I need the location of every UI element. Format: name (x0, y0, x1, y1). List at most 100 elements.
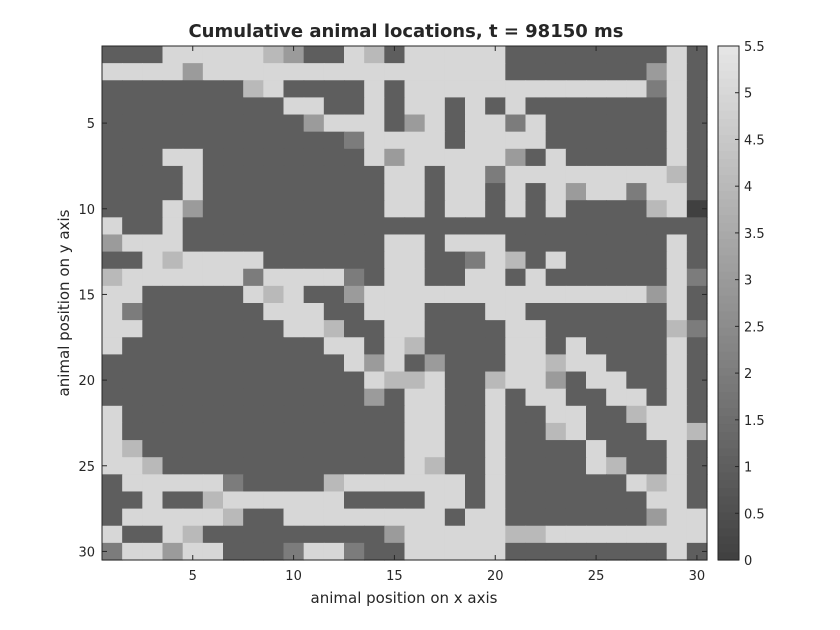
heatmap-cell (323, 268, 345, 287)
heatmap-cell (505, 422, 527, 441)
heatmap-cell (465, 440, 486, 458)
colorbar-segment (718, 431, 739, 441)
heatmap-cell (223, 457, 244, 475)
heatmap-cell (586, 474, 607, 493)
heatmap-cell (263, 183, 285, 201)
heatmap-cell (202, 388, 224, 407)
heatmap-cell (384, 508, 406, 527)
heatmap-cell (545, 131, 567, 150)
heatmap-cell (364, 337, 385, 355)
heatmap-cell (646, 131, 668, 150)
heatmap-cell (666, 525, 688, 544)
heatmap-cell (586, 337, 607, 355)
colorbar-segment (718, 214, 739, 224)
colorbar-segment (718, 399, 739, 409)
heatmap-cell (525, 354, 547, 373)
heatmap-cell (202, 320, 224, 338)
heatmap-cell (263, 320, 285, 338)
heatmap-cell (223, 422, 244, 441)
colorbar-segment (718, 543, 739, 553)
heatmap-cell (102, 337, 123, 355)
heatmap-cell (646, 114, 668, 133)
colorbar-segment (718, 102, 739, 111)
heatmap-cell (122, 320, 143, 338)
heatmap-cell (384, 474, 406, 493)
heatmap-cell (303, 440, 325, 458)
heatmap-cell (263, 63, 285, 81)
heatmap-cell (646, 46, 668, 64)
colorbar-frame (717, 45, 740, 561)
heatmap-cell (384, 183, 406, 201)
heatmap-cell (263, 525, 285, 544)
heatmap-cell (263, 97, 285, 116)
heatmap-cell (626, 131, 648, 150)
heatmap-cell (686, 80, 708, 98)
heatmap-cell (565, 148, 587, 167)
heatmap-cell (102, 165, 123, 184)
heatmap-cell (263, 388, 285, 407)
heatmap-cell (626, 354, 648, 373)
heatmap-cell (444, 320, 466, 338)
heatmap-cell (344, 268, 365, 287)
heatmap-cell (364, 268, 385, 287)
heatmap-cell (202, 405, 224, 424)
heatmap-cell (404, 80, 426, 98)
heatmap-cell (323, 80, 345, 98)
heatmap-cell (444, 474, 466, 493)
heatmap-cell (263, 303, 285, 321)
heatmap-cell (626, 148, 648, 167)
heatmap-cell (666, 337, 688, 355)
heatmap-cell (323, 542, 345, 561)
heatmap-cell (485, 131, 506, 150)
heatmap-cell (223, 234, 244, 253)
heatmap-cell (444, 80, 466, 98)
heatmap-cell (142, 320, 164, 338)
heatmap-cell (142, 131, 164, 150)
heatmap-cell (444, 491, 466, 510)
heatmap-cell (364, 457, 385, 475)
heatmap-cell (364, 303, 385, 321)
heatmap-cell (606, 405, 627, 424)
heatmap-cell (444, 285, 466, 304)
heatmap-cell (122, 542, 143, 561)
heatmap-cell (586, 525, 607, 544)
heatmap-cell (202, 148, 224, 167)
heatmap-cell (122, 97, 143, 116)
heatmap-cell (666, 200, 688, 218)
heatmap-cell (202, 97, 224, 116)
heatmap-cell (384, 46, 406, 64)
x-tick-label: 30 (689, 569, 706, 584)
heatmap-cell (303, 46, 325, 64)
heatmap-cell (243, 354, 264, 373)
heatmap-cell (263, 268, 285, 287)
heatmap-cell (384, 388, 406, 407)
heatmap-cell (525, 165, 547, 184)
heatmap-cell (525, 508, 547, 527)
heatmap-cell (465, 474, 486, 493)
heatmap-cell (364, 491, 385, 510)
heatmap-cell (545, 80, 567, 98)
heatmap-cell (384, 97, 406, 116)
heatmap-cell (223, 114, 244, 133)
heatmap-cell (686, 422, 708, 441)
heatmap-cell (404, 354, 426, 373)
heatmap-cell (686, 388, 708, 407)
heatmap-cell (303, 234, 325, 253)
heatmap-cell (122, 354, 143, 373)
heatmap-cell (545, 525, 567, 544)
heatmap-cell (364, 80, 385, 98)
heatmap-cell (606, 354, 627, 373)
heatmap-cell (686, 114, 708, 133)
heatmap-cell (182, 303, 204, 321)
heatmap-cell (565, 337, 587, 355)
heatmap-cell (424, 440, 446, 458)
heatmap-cell (142, 457, 164, 475)
heatmap-cell (202, 46, 224, 64)
heatmap-cell (384, 303, 406, 321)
heatmap-cell (444, 183, 466, 201)
y-tick-label: 20 (78, 374, 95, 389)
colorbar-segment (718, 286, 739, 296)
heatmap-cell (384, 422, 406, 441)
heatmap-cell (243, 97, 264, 116)
heatmap-cell (646, 251, 668, 270)
